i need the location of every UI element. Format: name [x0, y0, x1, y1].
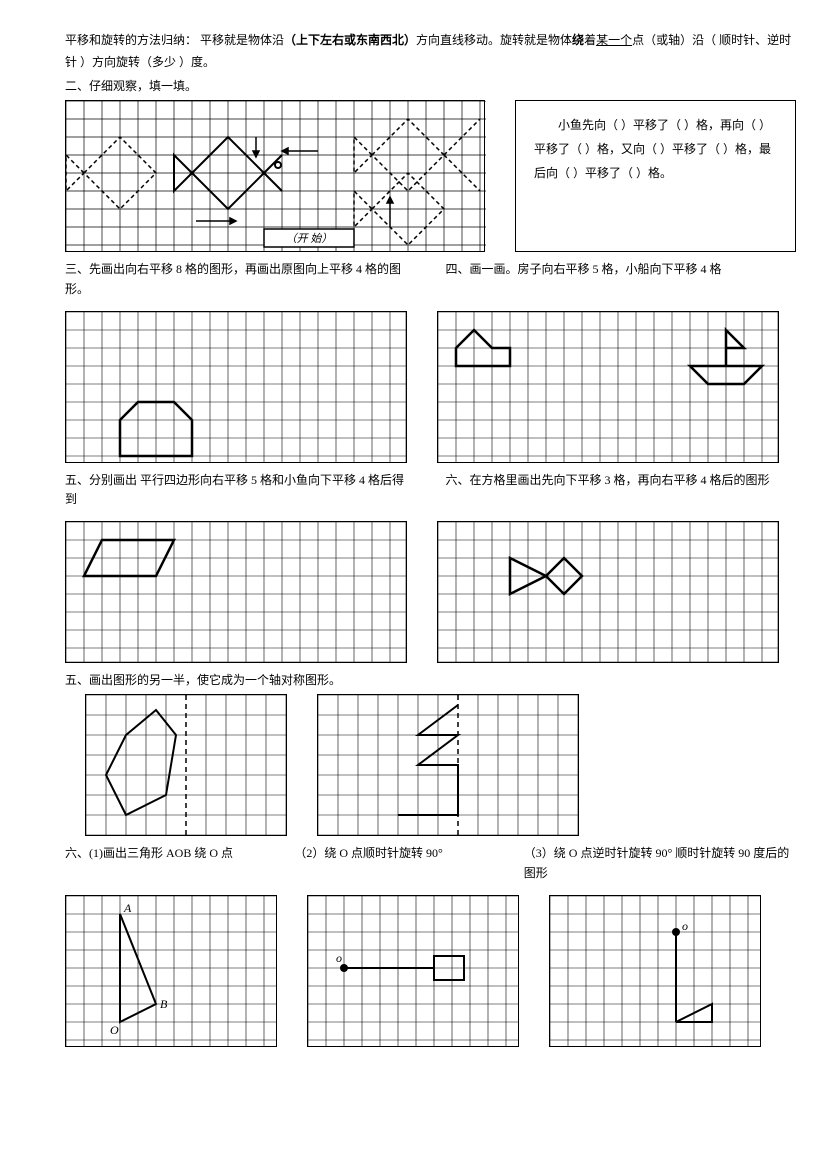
q5b2-shape	[398, 705, 458, 815]
intro-prefix: 平移和旋转的方法归纳： 平移就是物体沿	[65, 33, 284, 47]
q6b-p2: （2）绕 O 点顺时针旋转 90°	[294, 844, 503, 882]
intro-mid1: 方向直线移动。旋转就是物体	[416, 33, 572, 47]
q3-title: 三、先画出向右平移 8 格的图形，再画出原图向上平移 4 格的图形。	[65, 260, 416, 298]
q5-grid	[65, 521, 407, 663]
arrows	[196, 137, 393, 227]
q6b-grids: A B O o	[65, 895, 796, 1047]
label-o3: o	[682, 919, 688, 933]
q6-title: 六、在方格里画出先向下平移 3 格，再向右平移 4 格后的图形	[446, 471, 797, 509]
q6b3-g	[550, 896, 760, 1046]
intro-mid2: 着	[584, 33, 596, 47]
q2-box-text: 小鱼先向（ ）平移了（ ）格，再向（ ）平移了（ ）格，又向（ ）平移了（ ）格…	[534, 118, 771, 180]
l-shape	[673, 929, 712, 1022]
q2-figure: （开 始）	[65, 100, 485, 252]
q3-grid	[65, 311, 407, 463]
q5b1-shape	[106, 710, 176, 815]
q2-title: 二、仔细观察，填一填。	[65, 77, 796, 96]
q5-title: 五、分别画出 平行四边形向右平移 5 格和小鱼向下平移 4 格后得到	[65, 471, 416, 509]
q6-gh	[438, 522, 778, 662]
q3-gv	[66, 312, 406, 462]
q3-gh	[66, 312, 406, 456]
q5b-grid1	[85, 694, 287, 836]
q6b-p1: 六、(1)画出三角形 AOB 绕 O 点	[65, 844, 274, 882]
q2-answer-box: 小鱼先向（ ）平移了（ ）格，再向（ ）平移了（ ）格，又向（ ）平移了（ ）格…	[515, 100, 796, 252]
q6b-titles: 六、(1)画出三角形 AOB 绕 O 点 （2）绕 O 点顺时针旋转 90° （…	[65, 844, 796, 886]
label-a: A	[123, 901, 132, 915]
label-o2: o	[336, 951, 342, 965]
q6b2-g	[308, 896, 518, 1046]
q6b-grid3: o	[549, 895, 761, 1047]
q5-q6-grids	[65, 521, 796, 663]
q5b-title: 五、画出图形的另一半，使它成为一个轴对称图形。	[65, 671, 796, 690]
label-o: O	[110, 1023, 119, 1037]
q4-grid	[437, 311, 779, 463]
q3-q4-titles: 三、先画出向右平移 8 格的图形，再画出原图向上平移 4 格的图形。 四、画一画…	[65, 260, 796, 302]
q6b1-g	[66, 896, 276, 1046]
q6b-grid1: A B O	[65, 895, 277, 1047]
q2-row: （开 始） 小鱼先向（ ）平移了（ ）格，再向（ ）平移了（ ）格，又向（ ）平…	[65, 100, 796, 252]
q5b-grid2	[317, 694, 579, 836]
intro-underline: 某一个	[596, 33, 632, 47]
q6-gv	[438, 522, 778, 662]
q5-q6-titles: 五、分别画出 平行四边形向右平移 5 格和小鱼向下平移 4 格后得到 六、在方格…	[65, 471, 796, 513]
intro-bold1: （上下左右或东南西北）	[284, 33, 416, 47]
start-label: （开 始）	[286, 232, 333, 245]
intro-bold2: 绕	[572, 33, 584, 47]
q6-grid	[437, 521, 779, 663]
q5b-row	[65, 694, 796, 836]
intro-paragraph: 平移和旋转的方法归纳： 平移就是物体沿（上下左右或东南西北）方向直线移动。旋转就…	[65, 30, 796, 73]
label-b: B	[160, 997, 168, 1011]
q3-q4-grids	[65, 311, 796, 463]
q6b-p3: （3）绕 O 点逆时针旋转 90° 顺时针旋转 90 度后的图形	[524, 844, 796, 882]
q4-title: 四、画一画。房子向右平移 5 格，小船向下平移 4 格	[446, 260, 797, 298]
q5-gv	[66, 522, 406, 662]
grid-h	[66, 101, 486, 245]
q5-gh	[66, 522, 406, 662]
q6b-grid2: o	[307, 895, 519, 1047]
